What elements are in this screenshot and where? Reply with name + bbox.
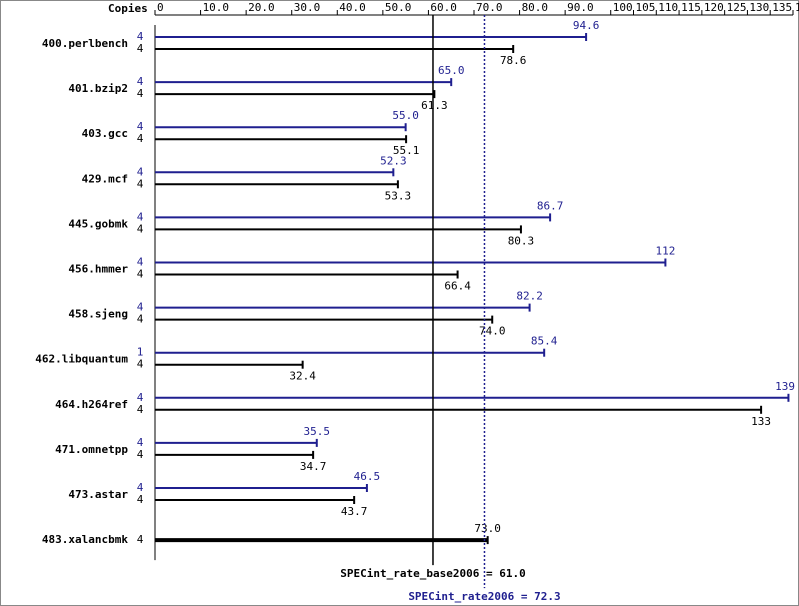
category-label: 462.libquantum <box>35 353 128 366</box>
value-label: 133 <box>751 415 771 428</box>
copies-label: 4 <box>137 210 144 223</box>
copies-label: 4 <box>137 533 144 546</box>
category-label: 473.astar <box>68 488 128 501</box>
value-label: 139 <box>775 380 795 393</box>
value-label: 65.0 <box>438 64 465 77</box>
reference-label: SPECint_rate2006 = 72.3 <box>408 590 560 603</box>
category-label: 471.omnetpp <box>55 443 128 456</box>
copies-label: 4 <box>137 358 144 371</box>
copies-label: 4 <box>137 391 144 404</box>
value-label: 80.3 <box>508 234 535 247</box>
copies-label: 4 <box>137 222 144 235</box>
value-label: 66.4 <box>444 280 471 293</box>
copies-label: 4 <box>137 120 144 133</box>
value-label: 55.1 <box>393 144 420 157</box>
value-label: 46.5 <box>354 470 381 483</box>
copies-label: 4 <box>137 256 144 269</box>
value-label: 82.2 <box>516 290 543 303</box>
x-tick-label: 125 <box>727 1 747 14</box>
x-tick-label: 10.0 <box>203 1 230 14</box>
category-label: 464.h264ref <box>55 398 128 411</box>
value-label: 61.3 <box>421 99 448 112</box>
x-tick-label: 105 <box>636 1 656 14</box>
x-tick-label: 135 <box>772 1 792 14</box>
x-tick-label: 30.0 <box>294 1 321 14</box>
category-label: 483.xalancbmk <box>42 533 128 546</box>
category-label: 401.bzip2 <box>68 82 128 95</box>
x-tick-label: 110 <box>658 1 678 14</box>
copies-label: 4 <box>137 403 144 416</box>
copies-label: 4 <box>137 301 144 314</box>
copies-label: 4 <box>137 87 144 100</box>
copies-label: 4 <box>137 448 144 461</box>
copies-label: 4 <box>137 313 144 326</box>
x-tick-label: 20.0 <box>248 1 275 14</box>
copies-label: 4 <box>137 42 144 55</box>
copies-label: 1 <box>137 346 144 359</box>
value-label: 34.7 <box>300 460 327 473</box>
copies-label: 4 <box>137 132 144 145</box>
x-tick-label: 0 <box>157 1 164 14</box>
x-tick-label: 60.0 <box>430 1 457 14</box>
x-tick-label: 80.0 <box>522 1 549 14</box>
value-label: 112 <box>655 245 675 258</box>
value-label: 55.0 <box>392 109 419 122</box>
copies-label: 4 <box>137 177 144 190</box>
copies-label: 4 <box>137 268 144 281</box>
value-label: 52.3 <box>380 154 407 167</box>
value-label: 73.0 <box>474 522 501 535</box>
value-label: 43.7 <box>341 505 368 518</box>
category-label: 458.sjeng <box>68 308 128 321</box>
copies-label: 4 <box>137 436 144 449</box>
category-label: 400.perlbench <box>42 37 128 50</box>
category-label: 456.hmmer <box>68 263 128 276</box>
x-tick-label: 40.0 <box>339 1 366 14</box>
category-label: 445.gobmk <box>68 217 128 230</box>
value-label: 78.6 <box>500 54 527 67</box>
category-label: 429.mcf <box>82 172 128 185</box>
x-tick-label: 90.0 <box>567 1 594 14</box>
x-tick-label: 115 <box>681 1 701 14</box>
copies-label: 4 <box>137 493 144 506</box>
x-tick-label: 140 <box>795 1 799 14</box>
x-tick-label: 130 <box>749 1 769 14</box>
value-label: 94.6 <box>573 19 600 32</box>
copies-label: 4 <box>137 481 144 494</box>
copies-header: Copies <box>108 2 148 15</box>
copies-label: 4 <box>137 30 144 43</box>
category-label: 403.gcc <box>82 127 128 140</box>
value-label: 86.7 <box>537 199 564 212</box>
x-tick-label: 100 <box>613 1 633 14</box>
value-label: 35.5 <box>304 425 331 438</box>
value-label: 32.4 <box>289 370 316 383</box>
value-label: 85.4 <box>531 335 558 348</box>
value-label: 74.0 <box>479 325 506 338</box>
reference-label: SPECint_rate_base2006 = 61.0 <box>340 567 525 580</box>
copies-label: 4 <box>137 75 144 88</box>
copies-label: 4 <box>137 165 144 178</box>
x-tick-label: 50.0 <box>385 1 412 14</box>
value-label: 53.3 <box>385 189 412 202</box>
x-tick-label: 70.0 <box>476 1 503 14</box>
x-tick-label: 120 <box>704 1 724 14</box>
